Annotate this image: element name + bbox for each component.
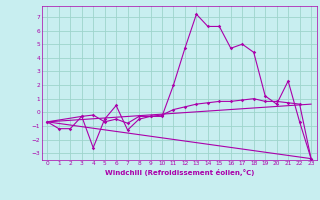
X-axis label: Windchill (Refroidissement éolien,°C): Windchill (Refroidissement éolien,°C): [105, 169, 254, 176]
